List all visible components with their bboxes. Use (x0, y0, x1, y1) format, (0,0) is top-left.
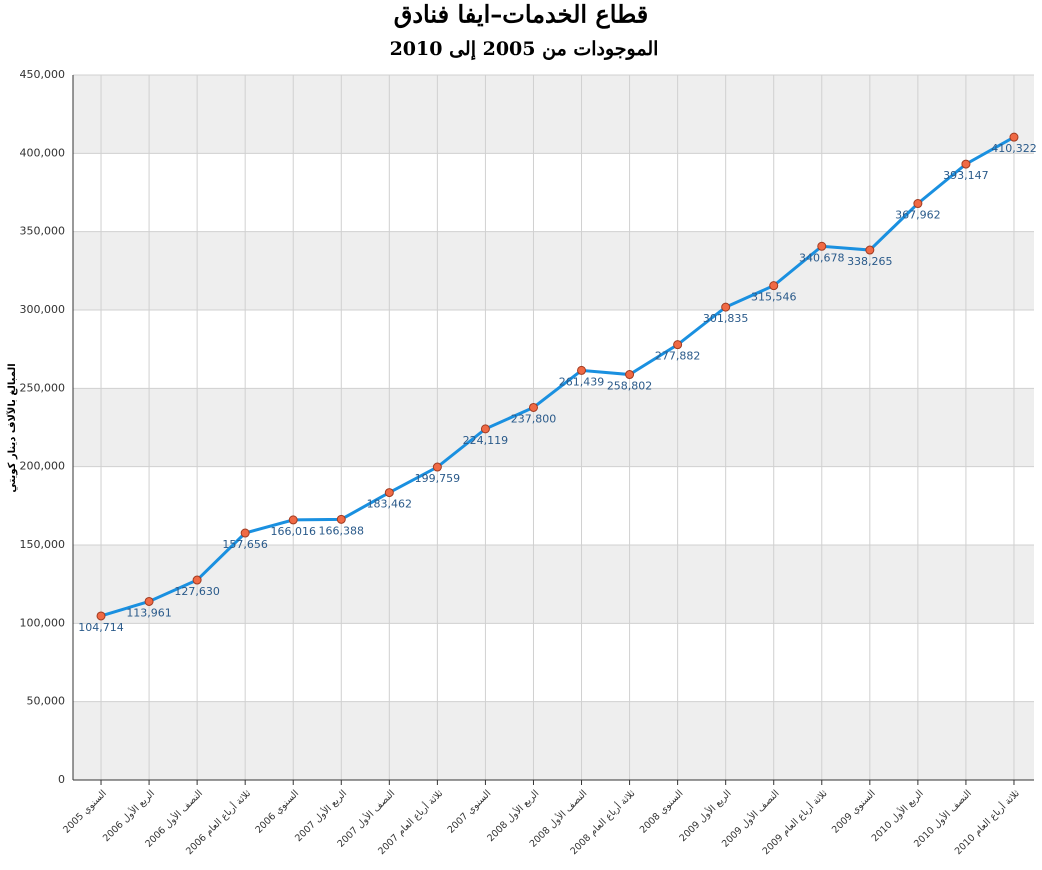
value-label: 338,265 (847, 255, 893, 268)
marker (480, 424, 490, 434)
marker (432, 462, 442, 472)
line (100, 135, 1015, 618)
grid-band (73, 545, 1034, 624)
y-tick-label: 150,000 (20, 538, 66, 551)
chart-subtitle: الموجودات من 2005 إلى 2010 (390, 38, 659, 61)
y-tick-label: 0 (58, 773, 65, 786)
value-label: 237,800 (511, 412, 557, 425)
value-label: 224,119 (463, 434, 509, 447)
marker (1009, 132, 1019, 142)
value-label: 166,016 (270, 525, 316, 538)
value-label: 157,656 (222, 538, 268, 551)
value-label: 410,322 (991, 142, 1037, 155)
value-label: 393,147 (943, 169, 989, 182)
value-label: 199,759 (415, 472, 461, 485)
value-label: 104,714 (78, 621, 124, 634)
marker (865, 245, 875, 255)
marker (577, 365, 587, 375)
marker (528, 402, 538, 412)
y-tick-label: 300,000 (20, 303, 66, 316)
marker (913, 199, 923, 209)
marker (625, 370, 635, 380)
marker (384, 488, 394, 498)
y-tick-label: 400,000 (20, 146, 66, 159)
y-tick-label: 350,000 (20, 225, 66, 238)
grid-band (73, 75, 1034, 154)
marker (96, 611, 106, 621)
marker (961, 159, 971, 169)
y-tick-label: 450,000 (20, 68, 66, 81)
value-label: 315,546 (751, 291, 797, 304)
y-tick-label: 200,000 (20, 460, 66, 473)
x-tick-label: السنوي 2006 (253, 788, 301, 836)
value-label: 113,961 (126, 606, 172, 619)
grid-band (73, 701, 1034, 780)
marker (144, 596, 154, 606)
x-tick-label: السنوي 2007 (446, 788, 494, 836)
value-label: 340,678 (799, 251, 845, 264)
x-tick-label: السنوي 2009 (830, 788, 878, 836)
x-tick-label: السنوي 2008 (638, 788, 686, 836)
marker (817, 241, 827, 251)
value-label: 261,439 (559, 375, 605, 388)
y-tick-label: 250,000 (20, 381, 66, 394)
marker (769, 281, 779, 291)
value-label: 183,462 (367, 498, 413, 511)
chart-title: قطاع الخدمات–ايفا فنادق (394, 0, 648, 30)
marker (721, 302, 731, 312)
value-label: 367,962 (895, 209, 941, 222)
marker (288, 515, 298, 525)
x-tick-label: السنوي 2005 (61, 788, 109, 836)
marker (240, 528, 250, 538)
y-tick-label: 100,000 (20, 616, 66, 629)
grid-band (73, 231, 1034, 310)
marker (192, 575, 202, 585)
marker (673, 340, 683, 350)
y-tick-label: 50,000 (27, 695, 66, 708)
value-label: 258,802 (607, 380, 653, 393)
value-label: 301,835 (703, 312, 749, 325)
value-label: 127,630 (174, 585, 220, 598)
y-axis-label: المبالغ بالآلاف دينار كويتي (6, 363, 18, 492)
value-label: 277,882 (655, 350, 701, 363)
value-label: 166,388 (319, 524, 365, 537)
grid-band (73, 388, 1034, 467)
marker (336, 514, 346, 524)
